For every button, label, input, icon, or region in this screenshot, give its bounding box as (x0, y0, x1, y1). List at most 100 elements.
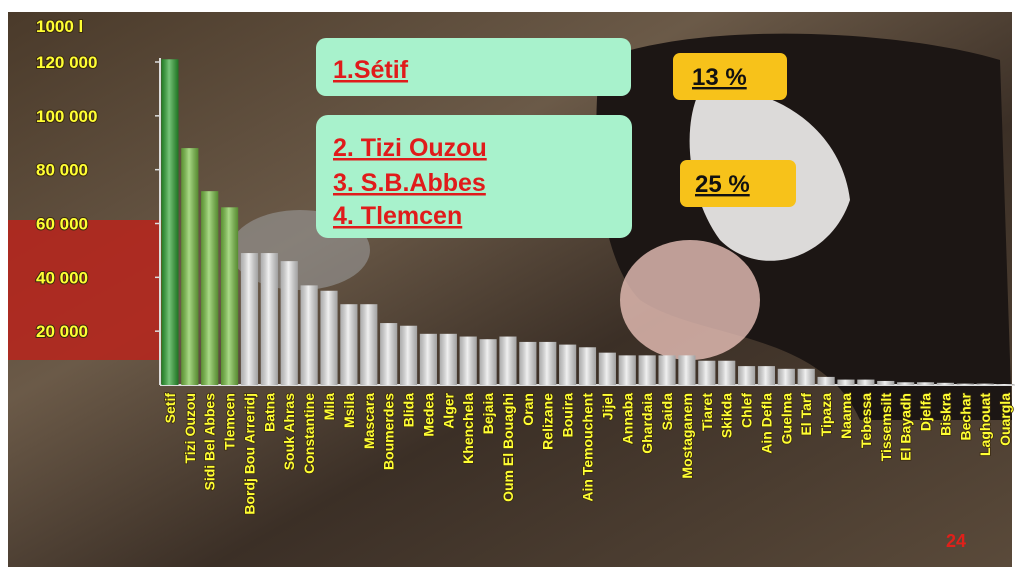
bar-shine (241, 253, 258, 385)
x-tick-label: Tiaret (699, 393, 715, 431)
x-tick-label: Setif (162, 393, 178, 424)
bar-shine (599, 353, 616, 385)
x-tick-label: Mostaganem (679, 393, 695, 479)
x-tick-label: Bejaia (480, 393, 496, 434)
bar-shine (639, 355, 656, 385)
bar-shine (340, 304, 357, 385)
x-tick-label: Tebessa (858, 393, 874, 448)
x-tick-label: Saida (659, 393, 675, 431)
bar-shine (281, 261, 298, 385)
x-tick-label: Boumerdes (381, 393, 397, 470)
bar-shine (977, 384, 994, 385)
bar-shine (818, 377, 835, 385)
x-tick-label: Ghardaia (639, 393, 655, 454)
bar-shine (400, 326, 417, 385)
x-tick-label: Constantine (301, 393, 317, 474)
bar-shine (957, 384, 974, 385)
bar-shine (678, 355, 695, 385)
x-tick-label: Mila (321, 393, 337, 420)
y-tick-label: 60 000 (36, 215, 88, 234)
x-tick-label: Bouira (560, 393, 576, 438)
bar-shine (778, 369, 795, 385)
slide: 1.Sétif 2. Tizi Ouzou 3. S.B.Abbes 4. Tl… (0, 0, 1018, 570)
x-tick-label: Guelma (778, 393, 794, 445)
x-tick-label: Tipaza (818, 393, 834, 437)
y-tick-label: 100 000 (36, 107, 97, 126)
x-tick-label: Ain Temouchent (580, 393, 596, 502)
bar-shine (420, 334, 437, 385)
x-tick-label: Tissemsilt (878, 393, 894, 462)
generator (8, 220, 168, 360)
x-tick-label: Bordj Bou Arreridj (241, 393, 257, 515)
x-tick-label: Oran (520, 393, 536, 426)
bar-shine (539, 342, 556, 385)
bar-shine (917, 382, 934, 385)
x-tick-label: Medea (420, 393, 436, 437)
x-tick-label: Msila (341, 393, 357, 428)
x-tick-label: Ain Defla (758, 393, 774, 454)
bar-shine (559, 345, 576, 385)
bar-shine (360, 304, 377, 385)
y-tick-label: 40 000 (36, 268, 88, 287)
x-tick-label: Tlemcen (222, 393, 238, 450)
x-tick-label: Tizi Ouzou (182, 393, 198, 464)
bar-shine (301, 285, 318, 385)
slide-number: 24 (946, 531, 966, 551)
x-tick-label: Skikda (719, 393, 735, 438)
bar-shine (221, 207, 238, 385)
x-tick-label: Oum El Bouaghi (500, 393, 516, 502)
x-tick-label: Khenchela (460, 393, 476, 464)
percentage: 25 % (695, 171, 750, 198)
bar-shine (857, 380, 874, 385)
x-tick-label: Bechar (957, 392, 973, 440)
rank: 3. S.B.Abbes (333, 169, 486, 197)
bar-shine (440, 334, 457, 385)
bar-shine (718, 361, 735, 385)
x-tick-label: Blida (401, 393, 417, 427)
bar-shine (837, 380, 854, 385)
x-tick-label: Alger (440, 392, 456, 428)
bar-shine (460, 337, 477, 385)
percentage: 13 % (692, 64, 747, 91)
rank: 4. Tlemcen (333, 202, 462, 230)
bar-shine (201, 191, 218, 385)
x-tick-label: El Bayadh (898, 393, 914, 461)
bar-shine (161, 59, 178, 385)
x-tick-label: El Tarf (798, 393, 814, 436)
bar-shine (997, 384, 1014, 385)
bar-shine (499, 337, 516, 385)
rank: 2. Tizi Ouzou (333, 134, 487, 162)
x-tick-label: Biskra (937, 393, 953, 436)
x-tick-label: Relizane (540, 393, 556, 450)
bar-shine (579, 347, 596, 385)
bar-shine (181, 148, 198, 385)
bar-shine (519, 342, 536, 385)
bar-shine (380, 323, 397, 385)
x-tick-label: Souk Ahras (281, 393, 297, 470)
y-tick-label: 120 000 (36, 53, 97, 72)
bar-shine (897, 382, 914, 385)
x-tick-label: Batna (261, 393, 277, 432)
udder (620, 240, 760, 360)
unit-label: 1000 l (36, 17, 83, 36)
bar-shine (619, 355, 636, 385)
top-rank: 1.Sétif (333, 56, 409, 84)
x-tick-label: Jijel (599, 393, 615, 420)
x-tick-label: Laghouat (977, 393, 993, 456)
bar-shine (758, 366, 775, 385)
bar-shine (698, 361, 715, 385)
x-tick-label: Annaba (619, 393, 635, 445)
bar-shine (261, 253, 278, 385)
y-tick-label: 20 000 (36, 322, 88, 341)
bar-shine (658, 355, 675, 385)
bar-shine (738, 366, 755, 385)
x-tick-label: Chlef (739, 393, 755, 428)
bar-shine (798, 369, 815, 385)
x-tick-label: Djelfa (918, 393, 934, 431)
x-tick-label: Mascara (361, 393, 377, 449)
x-tick-label: Ouargla (997, 393, 1013, 446)
bar-shine (480, 339, 497, 385)
x-tick-label: Naama (838, 393, 854, 439)
bar-shine (877, 381, 894, 385)
bar-shine (320, 291, 337, 385)
